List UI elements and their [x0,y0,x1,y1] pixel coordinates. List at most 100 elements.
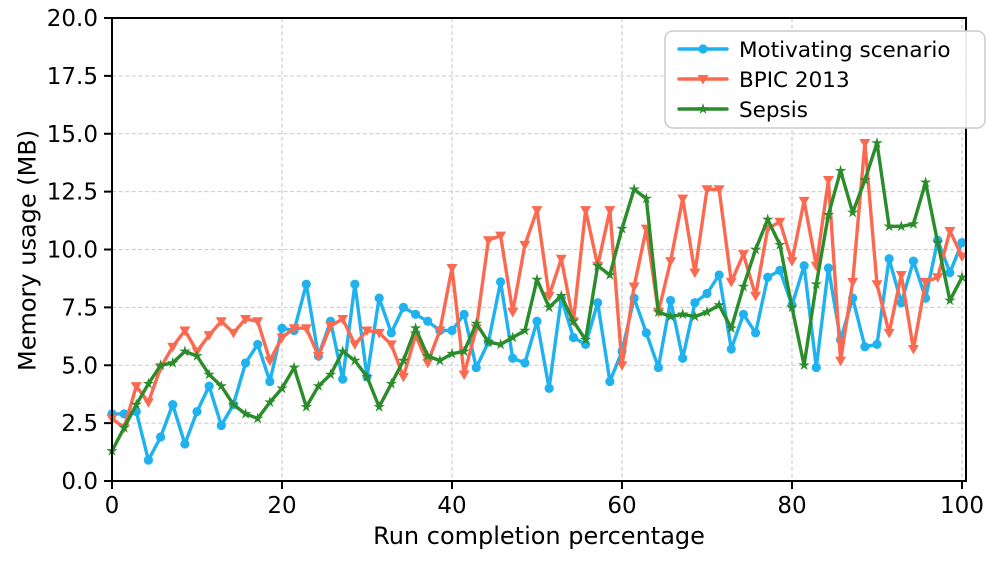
y-tick-label: 0.0 [61,469,98,495]
y-axis-label: Memory usage (MB) [13,129,42,371]
series-marker-sepsis [276,382,288,394]
series-marker-motivating-scenario [265,376,275,387]
series-marker-sepsis [142,377,155,389]
series-marker-sepsis [519,324,531,336]
series-marker-sepsis [215,380,227,391]
series-marker-bpic-2013 [446,264,458,274]
series-marker-sepsis [592,259,604,271]
series-marker-motivating-scenario [702,288,712,299]
series-marker-sepsis [907,218,920,229]
series-marker-motivating-scenario [374,293,384,303]
series-marker-motivating-scenario [872,339,882,350]
series-marker-sepsis [239,407,252,419]
series-marker-motivating-scenario [738,309,749,319]
series-marker-bpic-2013 [689,268,701,279]
series-marker-bpic-2013 [956,252,968,262]
series-marker-sepsis [786,301,798,313]
series-marker-bpic-2013 [677,194,689,205]
series-marker-bpic-2013 [713,185,725,195]
series-marker-bpic-2013 [835,356,847,367]
series-marker-sepsis [677,308,689,320]
series-marker-sepsis [834,164,847,176]
series-marker-motivating-scenario [811,362,821,373]
series-marker-sepsis [737,280,750,292]
series-marker-sepsis [762,213,774,225]
series-marker-bpic-2013 [725,277,737,288]
series-marker-sepsis [640,192,652,204]
series-marker-bpic-2013 [786,257,798,267]
y-tick-label: 12.5 [47,180,98,206]
series-marker-bpic-2013 [422,358,434,369]
series-marker-bpic-2013 [482,236,494,246]
legend [664,30,986,129]
series-marker-motivating-scenario [471,362,481,373]
series-marker-motivating-scenario [799,261,809,271]
series-marker-sepsis [312,380,325,391]
series-marker-bpic-2013 [385,340,397,350]
x-tick-label: 40 [437,493,466,519]
series-marker-motivating-scenario [750,328,761,338]
series-marker-sepsis [130,398,142,410]
series-marker-motivating-scenario [423,316,433,326]
series-marker-motivating-scenario [508,353,518,363]
x-tick-label: 60 [607,493,636,519]
series-marker-sepsis [543,301,555,313]
series-marker-sepsis [531,273,543,285]
series-marker-sepsis [956,271,968,283]
series-marker-sepsis [397,354,410,366]
series-marker-motivating-scenario [192,406,202,417]
series-marker-motivating-scenario [678,353,688,363]
series-marker-sepsis [446,347,458,359]
series-marker-sepsis [664,310,677,322]
series-marker-sepsis [118,421,130,433]
series-marker-motivating-scenario [338,374,348,384]
series-marker-sepsis [822,208,835,220]
series-marker-bpic-2013 [240,314,252,325]
series-marker-sepsis [470,317,482,329]
series-marker-sepsis [434,354,446,366]
series-marker-sepsis [604,269,616,280]
series-marker-sepsis [349,354,361,366]
series-marker-bpic-2013 [167,342,179,353]
series-marker-motivating-scenario [775,265,785,275]
series-marker-sepsis [798,359,810,371]
series-marker-motivating-scenario [301,279,311,289]
series-marker-bpic-2013 [822,176,834,186]
series-marker-bpic-2013 [312,351,324,362]
series-marker-bpic-2013 [142,398,154,408]
series-marker-sepsis [701,306,713,317]
series-marker-sepsis [494,338,507,350]
series-marker-motivating-scenario [410,309,421,319]
series-marker-bpic-2013 [252,317,264,327]
series-marker-motivating-scenario [168,400,178,410]
series-marker-bpic-2013 [458,370,470,381]
series-marker-motivating-scenario [641,328,651,338]
series-marker-sepsis [373,400,385,412]
series-marker-bpic-2013 [604,206,616,216]
series-marker-sepsis [458,345,470,357]
series-marker-bpic-2013 [701,185,713,195]
series-marker-motivating-scenario [726,344,736,354]
series-marker-motivating-scenario [714,270,724,280]
series-marker-bpic-2013 [907,345,919,355]
series-marker-sepsis [774,238,786,250]
series-marker-bpic-2013 [555,254,567,265]
series-marker-motivating-scenario [398,302,409,312]
series-marker-motivating-scenario [386,328,396,338]
series-marker-bpic-2013 [883,328,895,339]
series-marker-sepsis [203,368,215,380]
series-marker-bpic-2013 [325,321,337,332]
series-marker-sepsis [179,345,191,357]
series-marker-sepsis [409,322,422,334]
series-marker-bpic-2013 [737,250,749,260]
series-marker-sepsis [689,310,701,322]
series-marker-bpic-2013 [543,291,555,302]
series-marker-sepsis [919,176,932,188]
series-marker-bpic-2013 [847,277,859,288]
series-marker-motivating-scenario [957,237,967,248]
series-marker-motivating-scenario [690,298,700,308]
series-marker-sepsis [300,400,312,412]
series-marker-sepsis [555,289,567,301]
